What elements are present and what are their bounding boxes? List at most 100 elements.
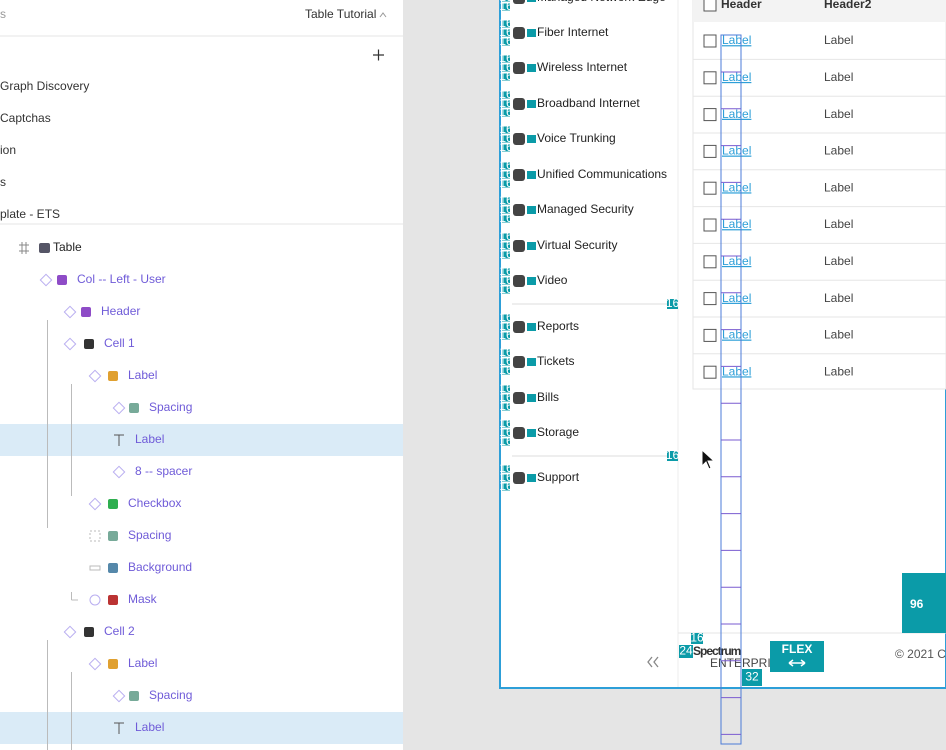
nav-icon — [513, 98, 525, 110]
badge — [502, 332, 510, 340]
add-page[interactable] — [373, 49, 384, 61]
nav-item[interactable]: Wireless Internet — [537, 60, 628, 74]
layer-name[interactable]: Background — [128, 560, 192, 574]
nav-item[interactable]: Broadband Internet — [537, 96, 640, 110]
layer-name[interactable]: Cell 1 — [104, 336, 135, 350]
layer-name[interactable]: Label — [135, 432, 164, 446]
badge — [502, 29, 510, 37]
page-item[interactable]: plate - ETS — [0, 207, 60, 221]
badge-label: 16 — [499, 140, 513, 154]
checkbox[interactable] — [703, 0, 717, 12]
nav-icon — [513, 356, 525, 368]
flex-button[interactable] — [770, 641, 824, 672]
nav-item[interactable]: Unified Communications — [537, 167, 667, 181]
badge — [527, 0, 536, 2]
layer-name[interactable]: Checkbox — [128, 496, 181, 510]
nav-icon — [513, 392, 525, 404]
file-name[interactable]: Table Tutorial — [305, 7, 376, 21]
checkbox[interactable] — [703, 365, 717, 379]
selected-row — [0, 712, 403, 744]
nav-item[interactable]: Bills — [537, 390, 559, 404]
badge — [527, 394, 536, 402]
layer-name[interactable]: Spacing — [149, 688, 192, 702]
badge — [527, 242, 536, 250]
checkbox[interactable] — [703, 292, 717, 306]
layer-name[interactable]: Mask — [128, 592, 158, 606]
nav-item[interactable]: Reports — [537, 319, 579, 333]
badge — [502, 91, 510, 99]
checkbox[interactable] — [703, 218, 717, 232]
layer-name[interactable]: Label — [128, 656, 157, 670]
layer-name[interactable]: Label — [135, 720, 164, 734]
rect-icon — [89, 565, 101, 571]
badge-label: 16 — [690, 631, 704, 645]
badge-label: 16 — [499, 96, 513, 110]
layer-name[interactable]: Col -- Left - User — [77, 272, 166, 286]
layer-name[interactable]: Table — [53, 240, 82, 254]
badge-label: 16 — [499, 328, 513, 342]
logo: Spectrum — [693, 644, 741, 658]
badge — [502, 403, 510, 411]
nav-item[interactable]: Storage — [537, 425, 579, 439]
nav-item[interactable]: Video — [537, 273, 568, 287]
nav-item[interactable]: Managed Network Edge — [537, 0, 666, 4]
nav-item[interactable]: Virtual Security — [537, 238, 617, 252]
badge-label: 16 — [499, 381, 513, 395]
caret[interactable] — [379, 12, 387, 18]
badge — [502, 394, 510, 402]
layer-name[interactable]: 8 -- spacer — [135, 464, 192, 478]
collapse[interactable] — [647, 656, 659, 668]
nav-item[interactable]: Fiber Internet — [537, 25, 609, 39]
checkbox[interactable] — [703, 34, 717, 48]
badge — [502, 73, 510, 81]
layer-name[interactable]: Spacing — [128, 528, 171, 542]
badge — [502, 358, 510, 366]
nav-item[interactable]: Voice Trunking — [537, 131, 616, 145]
cell-label: Label — [824, 328, 853, 342]
badge — [502, 385, 510, 393]
nav-item[interactable]: Support — [537, 470, 580, 484]
instance-icon — [88, 497, 102, 511]
layer-name[interactable]: Spacing — [149, 400, 192, 414]
badge — [502, 465, 510, 473]
nav-item[interactable]: Tickets — [537, 354, 575, 368]
page-item[interactable]: Graph Discovery — [0, 79, 89, 93]
nav-icon — [513, 27, 525, 39]
badge — [527, 100, 536, 108]
badge — [502, 144, 510, 152]
badge — [527, 64, 536, 72]
badge-label: 16 — [499, 345, 513, 359]
badge — [691, 633, 703, 644]
checkbox[interactable] — [703, 71, 717, 85]
spacing-icon — [89, 530, 101, 542]
checkbox[interactable] — [703, 108, 717, 122]
cell-label: Label — [824, 107, 853, 121]
logo-sub: ENTERPRISE — [710, 656, 787, 670]
page-item[interactable]: Captchas — [0, 111, 51, 125]
layer-name[interactable]: Label — [128, 368, 157, 382]
badge-label: 16 — [499, 310, 513, 324]
checkbox[interactable] — [703, 181, 717, 195]
checkbox[interactable] — [703, 328, 717, 342]
layer-name[interactable]: Cell 2 — [104, 624, 135, 638]
emoji-icon — [57, 275, 67, 285]
nav-item[interactable]: Managed Security — [537, 202, 634, 216]
instance-icon — [63, 625, 77, 639]
badge-label: 16 — [499, 167, 513, 181]
badge — [502, 109, 510, 117]
layer-name[interactable]: Header — [101, 304, 140, 318]
page-item[interactable]: ion — [0, 143, 16, 157]
badge — [502, 420, 510, 428]
checkbox[interactable] — [703, 144, 717, 158]
page-item[interactable]: s — [0, 175, 6, 189]
badge — [502, 162, 510, 170]
badge-label: 16 — [499, 264, 513, 278]
badge — [502, 367, 510, 375]
badge-label: 16 — [499, 229, 513, 243]
column-header[interactable]: Header2 — [824, 0, 872, 11]
section-label: s — [0, 7, 6, 21]
badge — [502, 474, 510, 482]
column-header[interactable]: Header — [721, 0, 762, 11]
badge-label: 16 — [499, 273, 513, 287]
checkbox[interactable] — [703, 255, 717, 269]
